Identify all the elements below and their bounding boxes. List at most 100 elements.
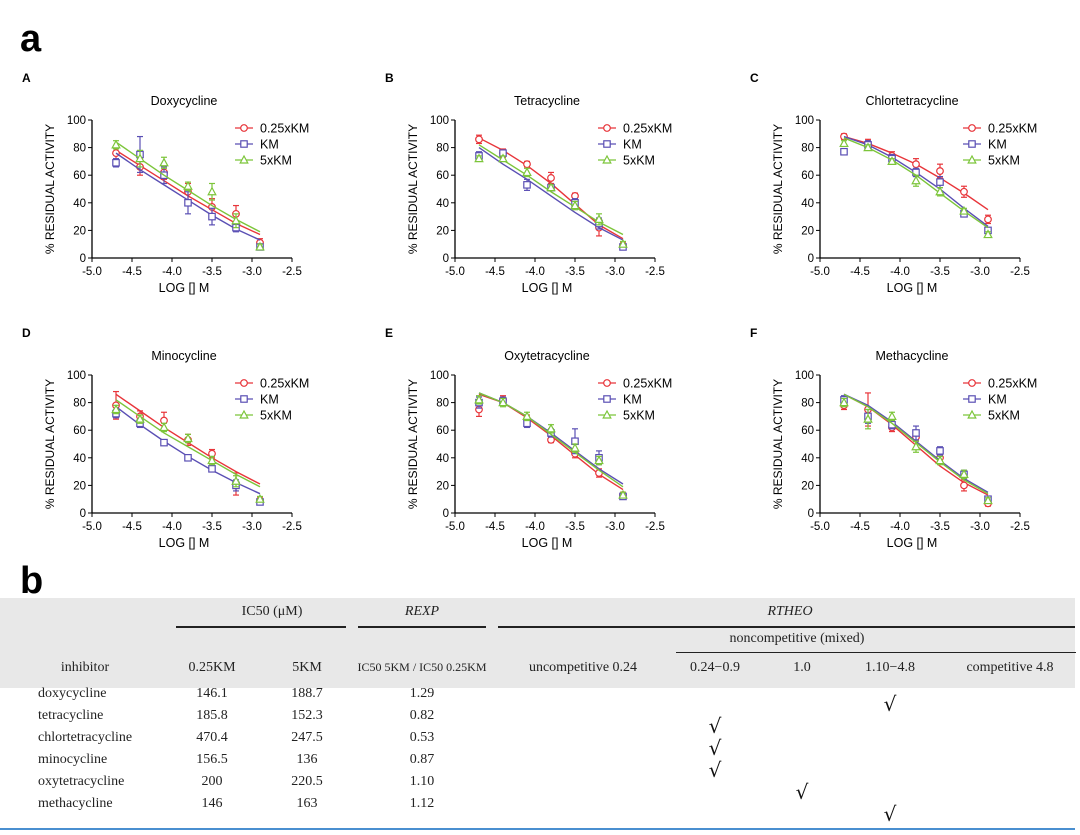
chart-title: Tetracycline [514,94,580,108]
data-point [936,447,944,455]
chart-title: Oxytetracycline [504,349,589,363]
legend-marker [603,379,611,387]
y-tick-label: 60 [801,425,814,437]
y-tick-label: 80 [801,143,814,155]
legend-label: 5xKM [623,154,655,168]
x-axis-label: LOG [] M [159,536,210,550]
x-tick-label: -4.5 [485,521,505,533]
x-axis-label: LOG [] M [522,536,573,550]
data-point [570,442,580,452]
legend-label: KM [988,138,1007,152]
series-triangle: 5xKM [839,393,1020,505]
legend-marker [602,154,612,164]
y-tick-label: 80 [73,398,86,410]
inhibitor-name: tetracycline [38,708,104,723]
legend-marker [968,395,976,403]
data-point [983,229,993,239]
chart-panel-a: A Doxycycline 0 20 40 60 80 100 -5.0 -4.5 -4.0 -3.5… [22,71,309,295]
x-axis-label: LOG [] M [159,281,210,295]
x-tick-label: -4.0 [525,521,545,533]
x-tick-label: -3.0 [970,266,990,278]
series-circle: 0.25xKM [112,122,309,248]
x-tick-label: -3.5 [930,521,950,533]
x-tick-label: -4.5 [485,266,505,278]
x-tick-label: -3.0 [970,521,990,533]
chart-title: Doxycycline [151,94,218,108]
rtheo-group-header: RTHEO [767,604,813,619]
x-tick-label: -4.0 [525,266,545,278]
y-tick-label: 60 [801,170,814,182]
x-tick-label: -5.0 [445,521,465,533]
data-point [594,214,604,223]
legend-label: KM [988,393,1007,407]
data-point [523,181,531,189]
legend-label: KM [623,138,642,152]
x-tick-label: -2.5 [1010,266,1030,278]
chart-panel-b: B Tetracycline 0 20 40 60 80 100 -5.0 -4.5 -4.0 -3.… [385,71,672,295]
panel-letter: D [22,326,31,340]
legend-label: KM [260,138,279,152]
data-point [912,429,920,437]
ic50-high-value: 247.5 [291,730,323,745]
legend-marker [240,395,248,403]
legend-label: 0.25xKM [988,122,1037,136]
data-point [208,212,216,221]
x-tick-label: -4.5 [850,266,870,278]
series-square: KM [112,135,279,251]
col-header-mixed-high: 1.10−4.8 [865,660,915,675]
x-tick-label: -4.0 [162,266,182,278]
legend-marker [602,409,612,419]
x-axis-label: LOG [] M [887,536,938,550]
data-point [618,489,628,499]
y-tick-label: 80 [73,143,86,155]
ic50-high-value: 152.3 [291,708,323,723]
series-triangle: 5xKM [111,399,292,503]
data-point [207,186,217,196]
data-point [594,455,604,465]
x-tick-label: -3.5 [202,521,222,533]
series-circle: 0.25xKM [475,122,672,250]
y-tick-label: 20 [436,225,449,237]
x-tick-label: -3.5 [565,521,585,533]
data-point [618,238,628,248]
data-point [523,160,531,169]
inhibitor-name: methacycline [38,796,113,811]
data-point [160,438,168,447]
y-tick-label: 40 [73,453,86,465]
series-square: KM [475,392,642,501]
data-point [111,404,121,414]
y-tick-label: 40 [436,198,449,210]
data-point [207,455,217,465]
y-tick-label: 0 [808,253,814,265]
legend-marker [240,379,248,387]
legend-marker [603,395,611,403]
series-circle: 0.25xKM [840,377,1037,508]
data-point [112,158,120,167]
y-axis-label: % RESIDUAL ACTIVITY [771,124,785,254]
data-point [960,187,968,196]
legend-marker [967,409,977,419]
inhibitor-name: doxycycline [38,686,107,701]
data-point [135,413,145,423]
chart-panel-f: F Methacycline 0 20 40 60 80 100 -5.0 -4.5 -4.0 -3.… [750,326,1037,550]
x-tick-label: -5.0 [810,521,830,533]
checkmark-icon: √ [883,692,897,716]
col-header-mixed-low: 0.24−0.9 [690,660,740,675]
x-axis-label: LOG [] M [522,281,573,295]
data-point [184,454,192,462]
legend-label: 5xKM [988,409,1020,423]
ic50-high-value: 188.7 [291,686,323,701]
data-point [936,167,944,175]
x-tick-label: -2.5 [282,266,302,278]
legend-label: 5xKM [260,409,292,423]
y-tick-label: 100 [67,115,86,127]
y-tick-label: 80 [801,398,814,410]
series-square: KM [475,138,642,251]
rexp-value: 1.10 [409,774,435,789]
y-axis-label: % RESIDUAL ACTIVITY [406,379,420,509]
col-header-uncompetitive: uncompetitive 0.24 [528,660,638,675]
col-header-low: 0.25KM [188,660,236,675]
checkmark-icon: √ [708,714,722,738]
data-point [498,153,508,163]
data-point [159,422,169,432]
